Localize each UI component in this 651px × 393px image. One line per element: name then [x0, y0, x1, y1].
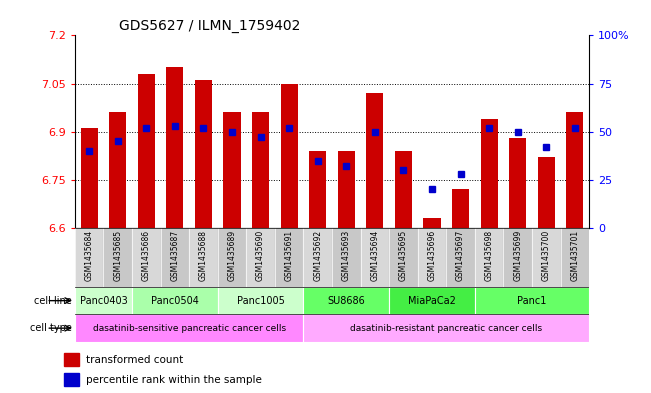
Text: GSM1435687: GSM1435687: [171, 230, 180, 281]
Bar: [75, 314, 303, 342]
Bar: [246, 228, 275, 287]
Bar: [389, 228, 418, 287]
Text: GSM1435688: GSM1435688: [199, 230, 208, 281]
Bar: [418, 228, 447, 287]
Text: GSM1435697: GSM1435697: [456, 230, 465, 281]
Text: GSM1435696: GSM1435696: [428, 230, 437, 281]
Text: GSM1435700: GSM1435700: [542, 230, 551, 281]
Bar: [561, 228, 589, 287]
Bar: [195, 80, 212, 228]
Bar: [480, 119, 498, 228]
Bar: [532, 228, 561, 287]
Bar: [217, 228, 246, 287]
Bar: [132, 287, 217, 314]
Bar: [303, 287, 389, 314]
Bar: [452, 189, 469, 228]
Text: dasatinib-sensitive pancreatic cancer cells: dasatinib-sensitive pancreatic cancer ce…: [92, 324, 286, 332]
Text: GSM1435689: GSM1435689: [227, 230, 236, 281]
Text: GSM1435692: GSM1435692: [313, 230, 322, 281]
Text: GSM1435685: GSM1435685: [113, 230, 122, 281]
Bar: [64, 373, 79, 386]
Bar: [303, 314, 589, 342]
Bar: [389, 287, 475, 314]
Text: GSM1435684: GSM1435684: [85, 230, 94, 281]
Bar: [361, 228, 389, 287]
Text: Panc0403: Panc0403: [79, 296, 128, 306]
Bar: [503, 228, 532, 287]
Bar: [64, 353, 79, 366]
Text: GSM1435686: GSM1435686: [142, 230, 151, 281]
Bar: [423, 218, 441, 228]
Bar: [75, 287, 132, 314]
Text: cell type: cell type: [30, 323, 72, 333]
Bar: [309, 151, 326, 228]
Bar: [566, 112, 583, 228]
Bar: [275, 228, 303, 287]
Text: GSM1435701: GSM1435701: [570, 230, 579, 281]
Text: MiaPaCa2: MiaPaCa2: [408, 296, 456, 306]
Bar: [538, 157, 555, 228]
Bar: [166, 68, 184, 228]
Bar: [132, 228, 161, 287]
Text: GSM1435690: GSM1435690: [256, 230, 265, 281]
Text: transformed count: transformed count: [85, 354, 183, 365]
Text: GSM1435698: GSM1435698: [484, 230, 493, 281]
Bar: [223, 112, 241, 228]
Bar: [338, 151, 355, 228]
Text: SU8686: SU8686: [327, 296, 365, 306]
Bar: [104, 228, 132, 287]
Bar: [509, 138, 526, 228]
Bar: [81, 129, 98, 228]
Bar: [75, 228, 104, 287]
Text: GSM1435691: GSM1435691: [284, 230, 294, 281]
Text: Panc1005: Panc1005: [237, 296, 284, 306]
Text: dasatinib-resistant pancreatic cancer cells: dasatinib-resistant pancreatic cancer ce…: [350, 324, 542, 332]
Bar: [367, 93, 383, 228]
Bar: [475, 287, 589, 314]
Bar: [161, 228, 189, 287]
Bar: [447, 228, 475, 287]
Text: cell line: cell line: [35, 296, 72, 306]
Bar: [189, 228, 217, 287]
Text: Panc0504: Panc0504: [151, 296, 199, 306]
Text: GSM1435694: GSM1435694: [370, 230, 380, 281]
Text: GSM1435695: GSM1435695: [399, 230, 408, 281]
Bar: [332, 228, 361, 287]
Bar: [281, 84, 298, 228]
Text: GDS5627 / ILMN_1759402: GDS5627 / ILMN_1759402: [118, 19, 300, 33]
Bar: [303, 228, 332, 287]
Text: percentile rank within the sample: percentile rank within the sample: [85, 375, 262, 385]
Bar: [138, 74, 155, 228]
Text: Panc1: Panc1: [518, 296, 547, 306]
Bar: [475, 228, 503, 287]
Text: GSM1435699: GSM1435699: [513, 230, 522, 281]
Bar: [217, 287, 303, 314]
Bar: [109, 112, 126, 228]
Text: GSM1435693: GSM1435693: [342, 230, 351, 281]
Bar: [252, 112, 269, 228]
Bar: [395, 151, 412, 228]
